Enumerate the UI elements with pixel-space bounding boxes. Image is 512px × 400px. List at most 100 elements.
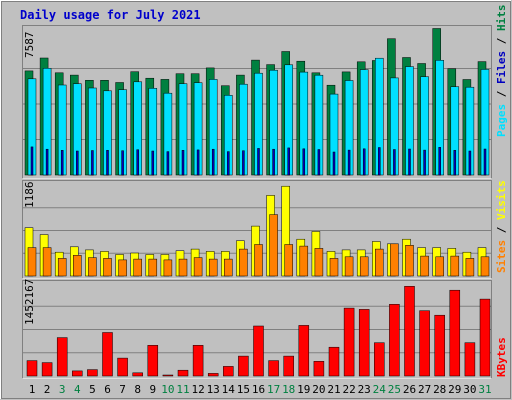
panel-visits-sites: [22, 180, 492, 279]
sites-bar: [133, 258, 142, 277]
day-label: 26: [403, 383, 416, 396]
panel-hits-files-pages: [22, 25, 492, 179]
day-label: 11: [176, 383, 189, 396]
day-label: 21: [327, 383, 340, 396]
day-labels: 1 2 3 4 5 6 7 8 9 10 11 12 13 14 15 16 17 18 19 20 21 22 23 24 2…: [29, 383, 492, 396]
pages-bar: [30, 146, 34, 176]
pages-bar: [302, 148, 306, 176]
kbytes-bar: [253, 325, 264, 377]
pages-bar: [423, 149, 426, 176]
day-label: 1: [29, 383, 36, 396]
sites-bar: [435, 256, 444, 277]
day-label: 10: [161, 383, 174, 396]
kbytes-bar: [162, 374, 174, 377]
kbytes-bar: [449, 289, 461, 377]
sites-bar: [314, 248, 324, 277]
pages-bar: [106, 150, 109, 176]
pages-bar: [257, 148, 260, 176]
middle-side-legend: Sites / Visits: [495, 180, 508, 273]
legend-sites: Sites: [495, 240, 508, 273]
sites-bar: [284, 244, 293, 277]
day-label: 5: [89, 383, 96, 396]
kbytes-bar: [87, 369, 98, 377]
legend-sep-3: /: [495, 226, 508, 233]
kbytes-bar: [419, 310, 430, 377]
kbytes-bar: [102, 332, 113, 377]
day-label: 9: [149, 383, 156, 396]
kbytes-bar: [26, 360, 38, 377]
legend-kbytes: KBytes: [495, 337, 508, 377]
day-label: 13: [207, 383, 220, 396]
kbytes-bar: [117, 357, 128, 377]
legend-sep-2: /: [495, 37, 508, 44]
day-label: 17: [267, 383, 280, 396]
day-label: 24: [373, 383, 387, 396]
kbytes-bar: [464, 342, 476, 377]
middle-ymax-label: 1186: [23, 182, 36, 209]
sites-bar: [299, 245, 309, 277]
day-label: 6: [104, 383, 111, 396]
pages-bar: [483, 148, 487, 176]
sites-bar: [420, 255, 429, 277]
pages-bar: [166, 151, 170, 176]
sites-bar: [329, 258, 339, 277]
kbytes-bar: [374, 342, 385, 377]
day-label: 22: [342, 383, 355, 396]
sites-bar: [73, 255, 82, 277]
sites-bar: [344, 256, 354, 277]
sites-bar: [178, 258, 188, 277]
sites-bar: [27, 247, 37, 277]
kbytes-bar: [223, 366, 234, 377]
kbytes-bar: [358, 309, 370, 377]
top-side-legend: Pages / Files / Hits: [495, 5, 508, 138]
pages-bar: [393, 149, 396, 176]
day-label: 30: [463, 383, 476, 396]
day-label: 19: [297, 383, 310, 396]
pages-bar: [181, 150, 185, 176]
day-label: 8: [134, 383, 141, 396]
kbytes-bar: [343, 307, 355, 377]
pages-bar: [76, 150, 79, 176]
kbytes-bar: [147, 345, 159, 377]
day-label: 15: [237, 383, 250, 396]
pages-bar: [196, 149, 200, 176]
pages-bar: [136, 149, 139, 176]
pages-bar: [408, 148, 411, 176]
sites-bar: [239, 248, 248, 277]
pages-bar: [317, 149, 321, 176]
day-label: 16: [252, 383, 265, 396]
day-label: 28: [433, 383, 446, 396]
sites-bar: [254, 244, 263, 277]
kbytes-bar: [177, 369, 189, 377]
kbytes-bar: [192, 345, 204, 377]
sites-bar: [359, 256, 369, 277]
day-label: 25: [388, 383, 401, 396]
kbytes-bar: [479, 298, 491, 377]
legend-pages: Pages: [495, 104, 508, 137]
day-label: 4: [74, 383, 81, 396]
day-label: 14: [222, 383, 236, 396]
sites-bar: [208, 258, 218, 277]
kbytes-bar: [132, 372, 143, 377]
sites-bar: [480, 256, 490, 277]
kbytes-bar: [434, 314, 445, 377]
pages-bar: [287, 147, 290, 176]
sites-bar: [57, 258, 67, 277]
pages-bar: [272, 148, 275, 176]
sites-bar: [224, 258, 233, 277]
chart-title: Daily usage for July 2021: [20, 8, 201, 22]
pages-bar: [227, 151, 230, 176]
pages-bar: [91, 150, 94, 176]
kbytes-bar: [298, 325, 310, 377]
pages-bar: [151, 150, 155, 176]
sites-bar: [375, 248, 384, 277]
sites-bar: [42, 247, 52, 277]
bottom-ymax-label: 1452167: [23, 279, 36, 325]
pages-bar: [453, 150, 457, 176]
day-label: 31: [478, 383, 491, 396]
day-label: 2: [44, 383, 51, 396]
panel-kbytes: [22, 280, 492, 379]
day-label: 12: [191, 383, 204, 396]
